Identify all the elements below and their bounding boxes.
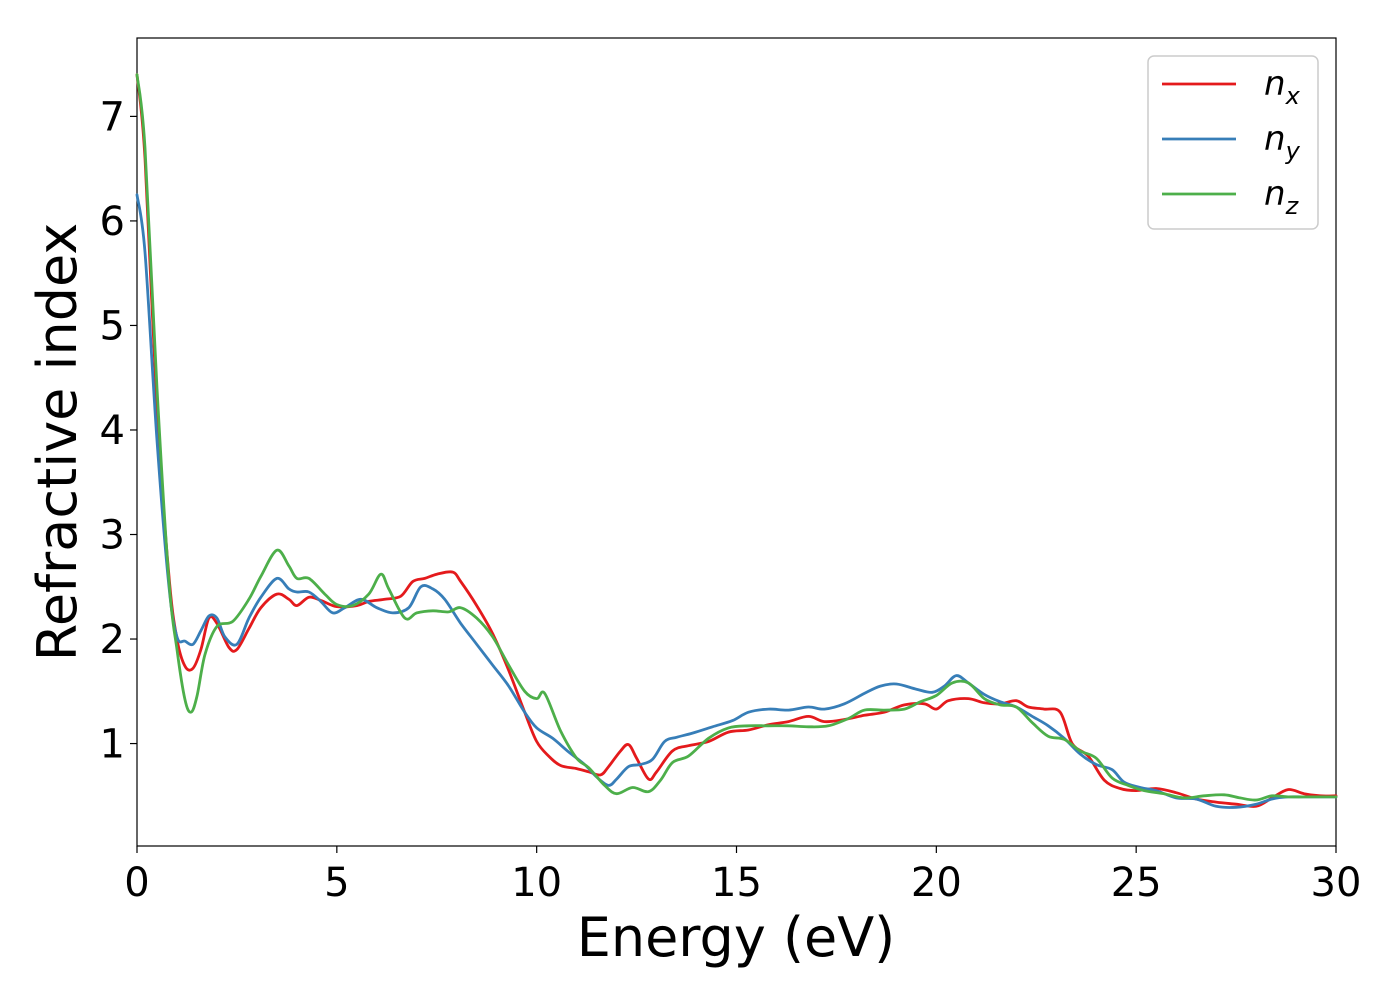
series-line-ny <box>135 193 1338 809</box>
y-tick-label: 5 <box>100 303 125 349</box>
y-axis-title: Refractive index <box>26 223 89 662</box>
series-line-nz <box>135 73 1338 802</box>
x-tick-label: 20 <box>911 860 962 906</box>
series-line-nx <box>135 73 1338 808</box>
x-tick-label: 10 <box>511 860 562 906</box>
x-tick-label: 15 <box>711 860 762 906</box>
y-tick-label: 4 <box>100 408 125 454</box>
legend-box <box>1147 55 1319 230</box>
x-axis-title: Energy (eV) <box>577 906 896 969</box>
legend: nx ny nz <box>1147 55 1319 230</box>
y-tick-label: 2 <box>100 617 125 663</box>
x-tick-label: 25 <box>1111 860 1162 906</box>
y-tick-label: 6 <box>100 199 125 245</box>
x-tick-label: 5 <box>324 860 349 906</box>
x-tick-label: 30 <box>1311 860 1362 906</box>
y-tick-label: 3 <box>100 513 125 559</box>
x-tick-label: 0 <box>124 860 149 906</box>
x-axis-ticks: 0 5 10 15 20 25 30 <box>124 846 1361 906</box>
legend-label-nz: nz <box>1264 174 1300 220</box>
y-axis-ticks: 1 2 3 4 5 6 7 <box>100 94 137 768</box>
legend-entries: nx ny nz <box>1162 64 1301 220</box>
plot-area <box>136 37 1337 847</box>
legend-label-ny: ny <box>1264 119 1301 165</box>
y-tick-label: 1 <box>100 722 125 768</box>
y-tick-label: 7 <box>100 94 125 140</box>
series-layer <box>135 73 1338 809</box>
legend-label-nx: nx <box>1264 64 1301 110</box>
